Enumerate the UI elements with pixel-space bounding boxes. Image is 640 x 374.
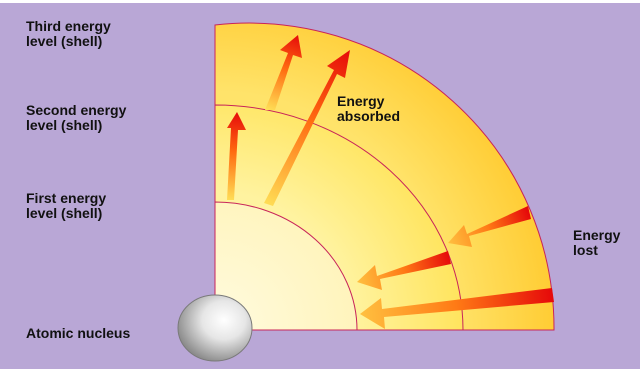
nucleus-sphere — [177, 294, 253, 362]
energy-absorbed-label: Energy absorbed — [337, 93, 401, 124]
absorbed-arrow-first-to-second — [227, 112, 246, 200]
nucleus-label: Atomic nucleus — [26, 325, 131, 341]
lost-arrow-second-to-first — [357, 251, 451, 290]
absorbed-arrow-first-to-third — [264, 50, 350, 206]
first-shell-band — [214, 201, 358, 331]
absorbed-arrow-second-to-third — [265, 35, 302, 110]
lost-arrow-third-to-second — [448, 206, 531, 247]
second-shell-label: Second energy level (shell) — [26, 102, 127, 133]
first-shell-label: First energy level (shell) — [26, 190, 107, 221]
energy-lost-label: Energy lost — [573, 227, 621, 258]
third-shell-label: Third energy level (shell) — [26, 18, 111, 49]
lost-arrow-third-to-first — [360, 288, 554, 329]
